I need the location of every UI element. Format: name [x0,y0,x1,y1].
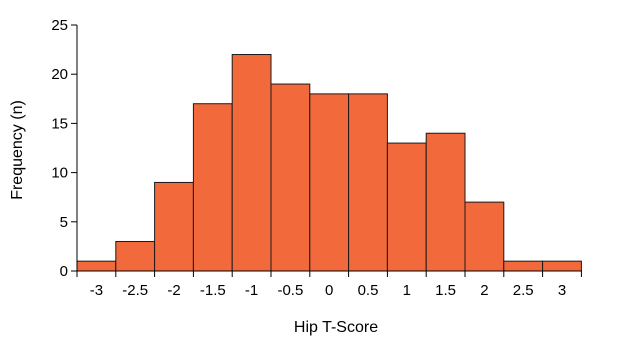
histogram-bar [425,132,466,272]
histogram-bar [464,201,505,272]
y-axis-label: Frequency (n) [9,100,26,200]
y-ticks-group: 0 5 10 15 20 25 [51,17,77,280]
histogram-bar [115,240,156,272]
histogram-bar [231,54,272,272]
x-tick-label: 1 [403,282,411,299]
x-ticks-group: -3 -2.5 -2 -1.5 -1 -0.5 0 0.5 1 1.5 2 2.5 3 [76,271,582,299]
x-tick-label: 1.5 [435,282,456,299]
x-tick-label: -2.5 [122,282,148,299]
y-tick-label: 5 [60,214,68,231]
bars-group [76,54,582,272]
x-tick-label: -3 [90,282,103,299]
x-tick-label: 2 [480,282,488,299]
y-tick-label: 10 [51,165,68,182]
x-tick-label: 0.5 [358,282,379,299]
x-tick-label: -1.5 [200,282,226,299]
y-tick-label: 15 [51,115,68,132]
histogram-bar [386,142,427,272]
histogram-bar [76,260,117,272]
x-tick-label: -0.5 [277,282,303,299]
histogram-bar [154,181,194,272]
y-tick-label: 0 [60,263,68,280]
axes-group [76,25,582,272]
x-axis-label: Hip T-Score [294,319,378,336]
y-tick-label: 20 [51,66,68,83]
x-tick-label: -1 [245,282,258,299]
x-tick-label: 0 [325,282,333,299]
x-tick-label: 3 [558,282,566,299]
histogram-bar [309,93,350,272]
histogram-bar [348,93,388,272]
x-tick-label: -2 [167,282,180,299]
histogram-bar [503,260,544,272]
histogram-bar [192,103,233,272]
histogram-bar [542,260,582,272]
y-tick-label: 25 [51,17,68,34]
x-tick-label: 2.5 [513,282,534,299]
histogram-bar [270,83,311,272]
